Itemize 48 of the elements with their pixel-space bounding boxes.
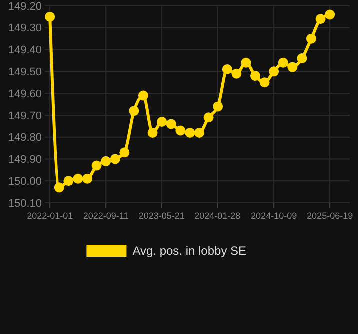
point — [241, 58, 252, 68]
point — [297, 54, 308, 64]
point — [120, 148, 130, 158]
point — [64, 176, 74, 186]
point — [232, 68, 242, 79]
point — [278, 58, 288, 68]
point — [92, 160, 102, 171]
point — [306, 34, 316, 44]
y-tick-label: 149.80 — [8, 132, 42, 144]
point — [166, 119, 176, 130]
point — [222, 64, 232, 74]
x-tick-label: 2024-10-09 — [251, 211, 298, 221]
point — [129, 106, 140, 116]
y-tick-label: 149.50 — [8, 66, 42, 79]
point — [185, 128, 196, 138]
point — [316, 14, 326, 24]
y-tick-label: 149.30 — [8, 22, 42, 35]
y-tick-label: 149.90 — [8, 154, 42, 166]
point — [101, 156, 112, 166]
point — [260, 78, 270, 88]
x-tick-label: 2024-01-28 — [194, 211, 241, 221]
y-tick-label: 149.40 — [8, 44, 42, 57]
y-tick-label: 150.00 — [8, 176, 42, 188]
point — [148, 128, 158, 138]
legend-label: Avg. pos. in lobby SE — [132, 244, 247, 258]
point — [73, 174, 84, 184]
y-tick-label: 149.60 — [8, 88, 42, 100]
y-tick-label: 149.20 — [8, 0, 42, 13]
point — [288, 62, 298, 72]
point — [138, 90, 148, 101]
x-tick-label: 2022-09-11 — [83, 211, 129, 221]
point — [194, 128, 204, 138]
point — [176, 126, 186, 136]
point — [54, 182, 64, 193]
point — [157, 117, 168, 128]
point — [269, 66, 280, 77]
point — [325, 10, 336, 20]
point — [250, 71, 260, 82]
point — [204, 112, 214, 123]
x-tick-label: 2023-05-21 — [138, 211, 185, 221]
y-tick-label: 150.10 — [8, 198, 42, 210]
y-tick-label: 149.70 — [8, 110, 42, 122]
x-tick-label: 2022-01-01 — [27, 211, 74, 221]
point — [110, 154, 120, 164]
x-tick-label: 2025-06-19 — [307, 211, 354, 221]
point — [213, 102, 224, 112]
point — [82, 174, 92, 184]
point — [45, 12, 56, 22]
